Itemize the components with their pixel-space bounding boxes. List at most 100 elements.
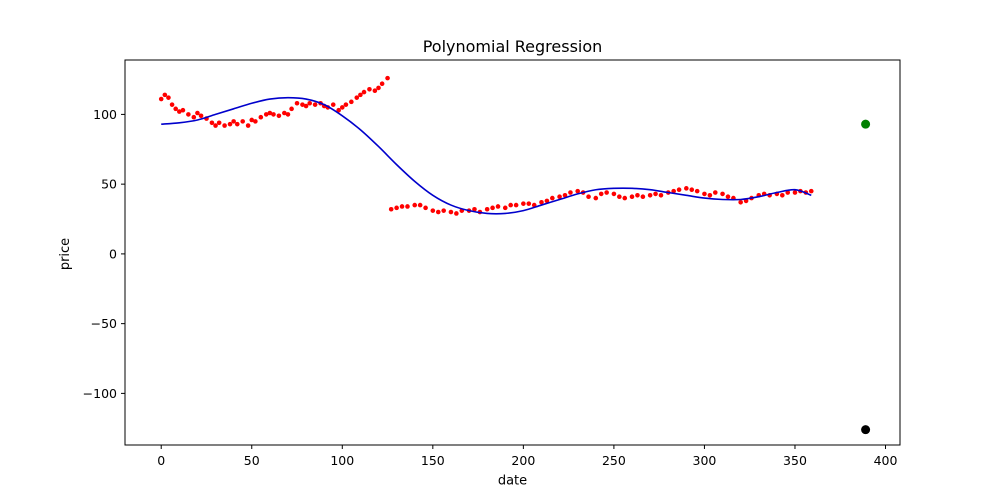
x-axis-label: date (498, 474, 527, 489)
scatter-point (472, 206, 477, 212)
scatter-point (358, 92, 363, 98)
scatter-point (780, 193, 785, 198)
scatter-point (792, 190, 798, 195)
scatter-point (209, 120, 215, 126)
scatter-point (312, 102, 318, 107)
scatter-point (617, 194, 622, 200)
scatter-point (336, 107, 341, 113)
scatter-point (604, 190, 609, 195)
scatter-point (162, 92, 168, 98)
scatter-point (394, 205, 399, 211)
scatter-point (276, 113, 282, 119)
scatter-point (158, 96, 164, 102)
scatter-point (575, 188, 580, 194)
scatter-point (253, 119, 258, 124)
scatter-point (430, 208, 436, 213)
scatter-point (282, 110, 287, 116)
scatter-point (195, 110, 200, 116)
scatter-point (593, 195, 599, 201)
scatter-point (405, 204, 410, 209)
x-tick-label: 150 (421, 453, 445, 468)
scatter-point (738, 199, 743, 205)
scatter-point (245, 123, 251, 128)
y-tick-label: −50 (91, 316, 117, 331)
scatter-point (423, 205, 428, 211)
scatter-point (658, 193, 664, 198)
scatter-point (258, 114, 264, 120)
scatter-point (557, 194, 562, 200)
y-tick-label: 0 (109, 246, 117, 261)
scatter-point (640, 194, 646, 200)
scatter-point (300, 102, 305, 107)
scatter-point (720, 191, 725, 197)
scatter-point (635, 193, 640, 198)
y-tick-label: 50 (101, 177, 117, 192)
scatter-point (186, 112, 191, 117)
x-tick-label: 300 (693, 453, 717, 468)
scatter-point (399, 204, 405, 209)
scatter-point (216, 120, 222, 126)
scatter-point (240, 119, 245, 124)
scatter-point (198, 113, 204, 119)
scatter-point (495, 204, 501, 209)
scatter-point (508, 202, 513, 208)
scatter-point (271, 112, 276, 117)
scatter-point (707, 193, 713, 198)
scatter-point (689, 187, 695, 193)
scatter-point (222, 123, 227, 128)
regression-line (161, 96, 812, 215)
scatter-point (622, 195, 628, 201)
scatter-point (647, 193, 653, 198)
plot-inner (158, 75, 871, 435)
x-tick-label: 0 (157, 453, 165, 468)
scatter-point (267, 110, 273, 116)
scatter-point (191, 114, 197, 120)
scatter-point (376, 85, 381, 91)
scatter-point (702, 191, 707, 197)
scatter-point (484, 206, 490, 212)
scatter-point (180, 107, 186, 113)
scatter-point (671, 188, 676, 194)
scatter-point (550, 195, 555, 201)
x-tick-label: 350 (783, 453, 807, 468)
scatter-point (339, 105, 345, 110)
scatter-point (367, 86, 372, 92)
green-point (861, 119, 871, 129)
scatter-point (676, 187, 682, 193)
axes-frame (124, 59, 901, 446)
scatter-point (307, 100, 312, 106)
scatter-point (234, 121, 240, 127)
x-tick-label: 200 (511, 453, 535, 468)
y-tick-label: 100 (93, 107, 117, 122)
scatter-point (454, 211, 459, 216)
scatter-point (598, 191, 604, 197)
black-point (861, 425, 871, 435)
scatter-point (412, 202, 418, 208)
scatter-point (448, 209, 454, 215)
scatter-point (388, 206, 394, 212)
scatter-point (285, 112, 291, 117)
scatter-point (785, 190, 791, 195)
scatter-point (713, 190, 718, 195)
scatter-point (213, 123, 218, 128)
scatter-point (372, 88, 378, 93)
scatter-point (379, 81, 385, 87)
scatter-point (435, 209, 441, 215)
scatter-point (490, 205, 495, 211)
x-tick-label: 50 (244, 453, 260, 468)
scatter-point (521, 201, 526, 206)
scatter-point (653, 191, 658, 197)
scatter-point (249, 117, 255, 123)
scatter-point (502, 205, 508, 211)
scatter-point (263, 112, 269, 117)
scatter-point (294, 100, 300, 106)
scatter-point (354, 95, 360, 100)
scatter-point (166, 95, 171, 100)
scatter-point (177, 109, 182, 114)
scatter-point (289, 106, 294, 112)
scatter-point (544, 198, 550, 204)
scatter-point (539, 199, 544, 205)
scatter-point (385, 75, 390, 81)
